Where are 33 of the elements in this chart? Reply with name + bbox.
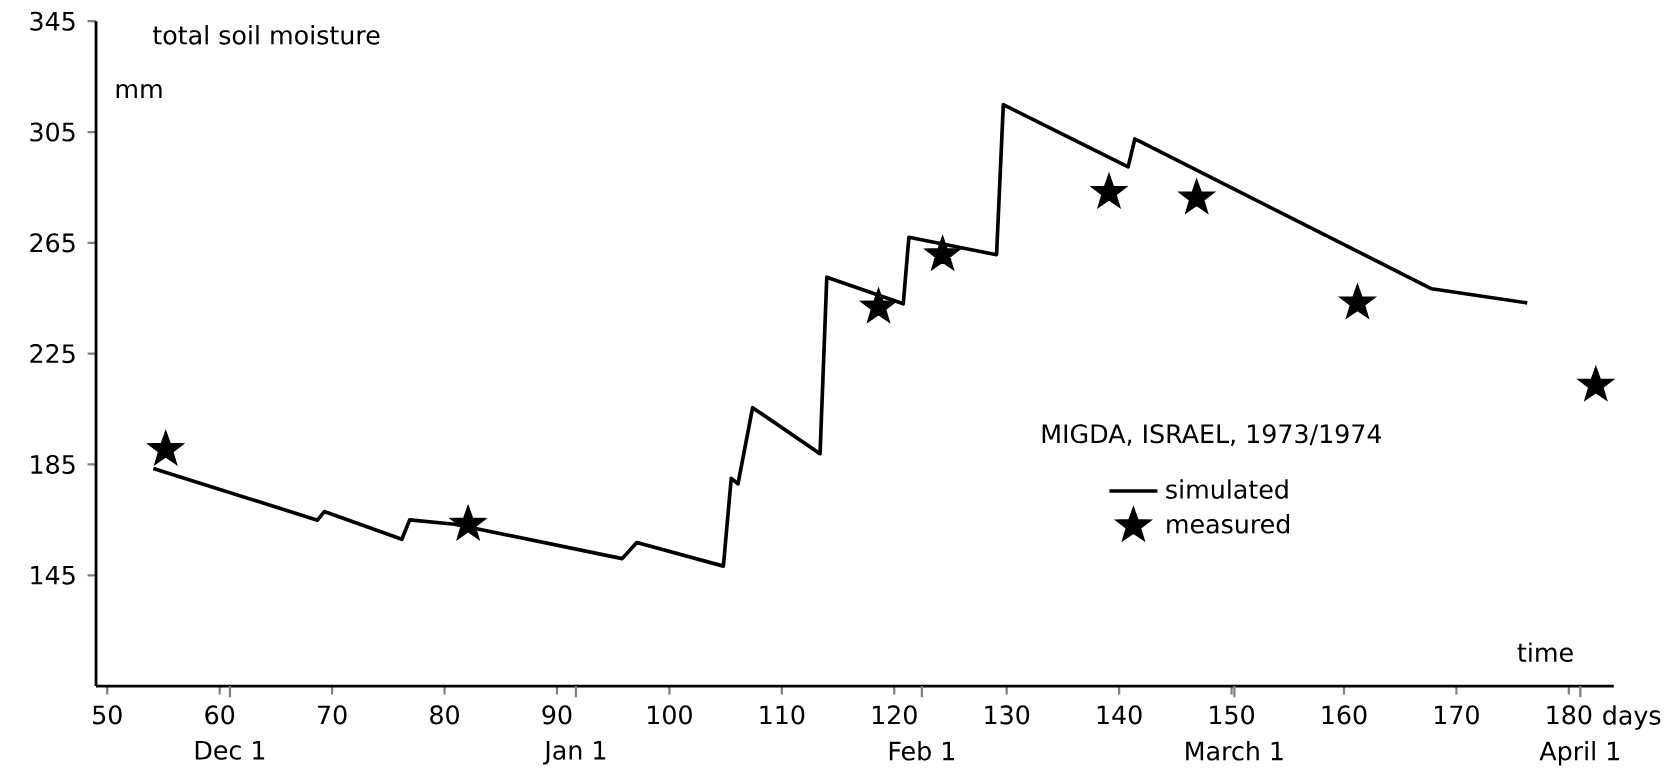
x-tick-label: 120 [872,705,917,725]
legend-label: measured [1167,514,1290,534]
x-tick-label: 140 [1097,705,1142,725]
line-series [151,102,1530,569]
annotation: MIGDA, ISRAEL, 1973/1974 [1042,424,1382,446]
y-tick-label: 265 [30,233,75,253]
x-axis-title: time [1517,642,1573,663]
text: days [1603,705,1661,730]
x-tick-label: 70 [318,705,347,725]
x2-tick-label: Feb 1 [889,741,955,761]
y-axis-title: mm [116,84,162,99]
y-tick-label: 185 [31,454,75,475]
x2-tick-label: Jan 1 [543,741,606,765]
x-tick-label: 170 [1435,705,1479,725]
chart-title: total soil moisture [152,25,380,45]
x-tick-label: 110 [760,705,805,725]
legend-label: simulated [1166,479,1288,499]
x2-tick-label: Dec 1 [195,741,265,760]
y-tick-label: 305 [30,122,75,142]
y-tick-label: 345 [30,11,75,31]
y-tick-label: 145 [31,565,75,585]
x-tick-label: 130 [985,705,1030,725]
x-tick-label: 100 [648,705,692,725]
x2-tick-label: March 1 [1186,741,1283,761]
x-tick-label: 50 [93,705,122,725]
x-tick-label: 90 [542,705,572,725]
x-tick-label: 160 [1322,705,1367,725]
x-tick-label: 80 [430,705,459,725]
x-tick-label: 60 [205,705,235,725]
x-tick-label: 150 [1210,705,1255,725]
y-tick-label: 225 [30,344,75,364]
x2-tick-label: April 1 [1539,741,1619,766]
x-tick-label: 180 [1547,705,1592,725]
